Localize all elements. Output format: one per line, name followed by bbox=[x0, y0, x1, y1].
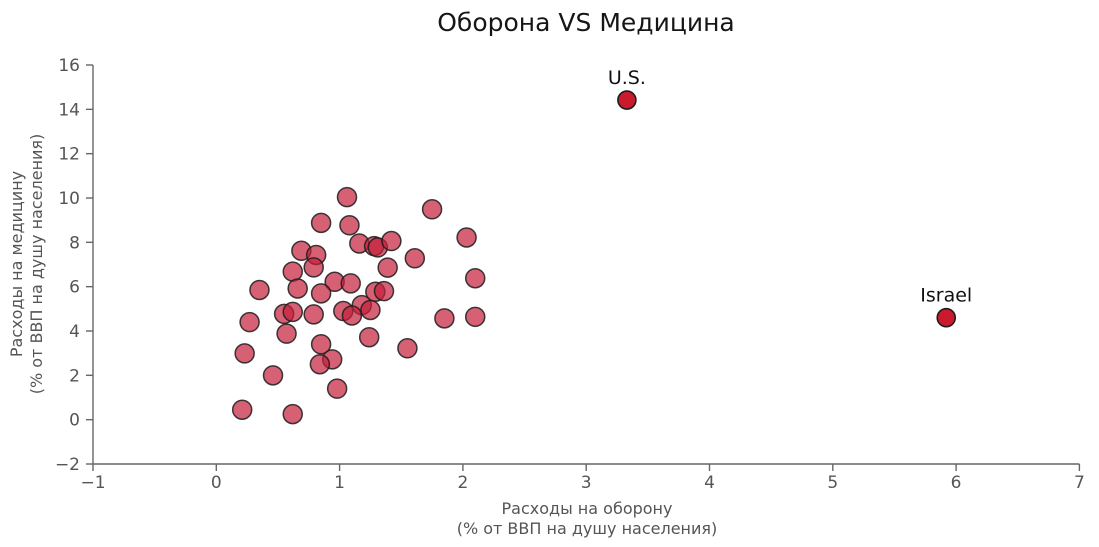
x-tick-label: 6 bbox=[951, 473, 962, 493]
scatter-point bbox=[326, 378, 348, 399]
scatter-point bbox=[464, 306, 486, 328]
scatter-point bbox=[404, 248, 426, 269]
scatter-point bbox=[287, 278, 308, 299]
scatter-point bbox=[421, 199, 443, 220]
scatter-point bbox=[340, 273, 361, 294]
annotated-points-group: U.S. Israel bbox=[608, 67, 972, 328]
y-tick-label: 0 bbox=[69, 411, 80, 431]
scatter-point bbox=[310, 283, 332, 304]
scatter-point bbox=[373, 280, 395, 302]
scatter-point bbox=[231, 399, 253, 420]
scatter-point bbox=[282, 261, 303, 282]
x-tick-label: 3 bbox=[581, 473, 592, 493]
x-axis-ticks: −1 0 1 2 3 4 5 6 7 bbox=[80, 464, 1085, 493]
y-tick-label: 16 bbox=[58, 56, 80, 76]
chart-title: Оборона VS Медицина bbox=[437, 8, 735, 37]
scatter-point bbox=[282, 301, 303, 323]
scatter-point bbox=[456, 227, 477, 248]
scatter-point-highlighted bbox=[936, 307, 957, 328]
y-axis-label-line2: (% от ВВП на душу населения) bbox=[27, 134, 46, 395]
scatter-point bbox=[276, 323, 297, 344]
y-axis-label-line1: Расходы на медицину bbox=[7, 171, 26, 357]
x-tick-label: 5 bbox=[827, 473, 838, 493]
scatter-point bbox=[303, 257, 324, 278]
x-axis-label-line2: (% от ВВП на душу населения) bbox=[457, 519, 718, 538]
scatter-point bbox=[464, 267, 486, 289]
y-tick-label: 10 bbox=[58, 189, 80, 209]
x-tick-label: 0 bbox=[211, 473, 222, 493]
y-tick-label: 8 bbox=[69, 233, 80, 253]
scatter-point bbox=[234, 343, 255, 364]
y-tick-label: 14 bbox=[58, 100, 80, 120]
scatter-point bbox=[377, 257, 398, 278]
scatter-point bbox=[309, 354, 331, 375]
y-tick-label: 4 bbox=[69, 322, 80, 342]
scatter-point bbox=[336, 186, 358, 208]
y-tick-label: 6 bbox=[69, 278, 80, 298]
x-axis-label-line1: Расходы на оборону bbox=[502, 499, 673, 518]
y-tick-label: −2 bbox=[55, 455, 80, 475]
scatter-point bbox=[310, 334, 332, 355]
scatter-point bbox=[262, 365, 284, 386]
scatter-point-highlighted bbox=[617, 90, 637, 110]
scatter-point bbox=[358, 326, 380, 348]
scatter-point bbox=[339, 215, 360, 236]
scatter-point bbox=[282, 403, 303, 425]
x-tick-label: 4 bbox=[704, 473, 715, 493]
scatter-point bbox=[303, 304, 324, 325]
y-tick-label: 2 bbox=[69, 366, 80, 386]
scatter-point bbox=[381, 230, 402, 252]
scatter-points-group bbox=[231, 186, 486, 425]
x-tick-label: −1 bbox=[80, 473, 105, 493]
x-tick-label: 1 bbox=[334, 473, 345, 493]
annotation-label: Israel bbox=[920, 285, 972, 307]
y-tick-label: 12 bbox=[58, 145, 80, 165]
scatter-point bbox=[434, 308, 455, 329]
scatter-point bbox=[310, 212, 332, 234]
scatter-point bbox=[249, 279, 270, 301]
scatter-point bbox=[239, 311, 260, 333]
x-tick-label: 7 bbox=[1074, 473, 1085, 493]
x-tick-label: 2 bbox=[457, 473, 468, 493]
scatter-point bbox=[360, 299, 381, 321]
scatter-point bbox=[341, 305, 363, 326]
y-axis-ticks: −2 0 2 4 6 8 10 12 14 16 bbox=[55, 56, 93, 475]
annotation-label: U.S. bbox=[608, 67, 646, 89]
scatter-point bbox=[397, 338, 418, 359]
